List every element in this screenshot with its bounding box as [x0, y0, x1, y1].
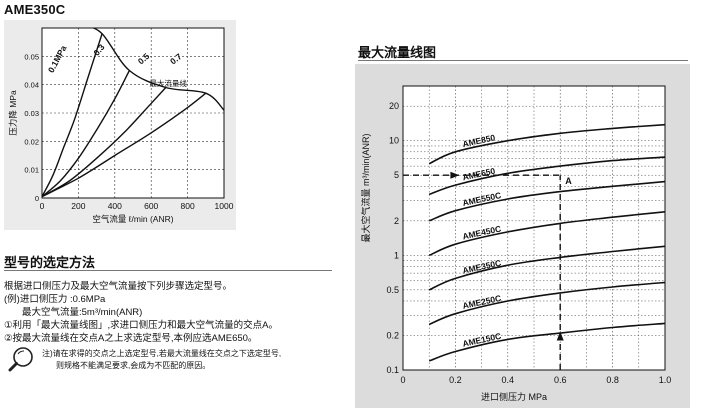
y-tick-label: 20: [389, 101, 399, 111]
selection-line-example-flow: 最大空气流量:5m³/min(ANR): [22, 307, 143, 318]
x-tick-label: 800: [181, 201, 195, 211]
series-line-4: [91, 28, 224, 111]
max-flow-chart: 0 0.2 0.4 0.6 0.8 1.00.10.20.51251020AME850AM…: [355, 64, 690, 408]
x-tick-label: 0.2: [449, 375, 462, 385]
series-line-0: [428, 123, 665, 165]
series-line-4: [428, 245, 665, 291]
series-line-1: [42, 70, 131, 198]
y-tick-label: 0.04: [24, 81, 39, 90]
series-group: [428, 123, 665, 362]
x-tick-label: 200: [71, 201, 85, 211]
y-axis-label: 最大空气流量 m³/min(ANR): [360, 134, 371, 243]
plot-area: [42, 28, 224, 198]
series-line-6: [428, 322, 665, 362]
magnifier-icon: [8, 347, 33, 372]
selection-line-step1: ①利用「最大流量线图」,求进口侧压力和最大空气流量的交点A。: [4, 320, 278, 331]
plot-frame: [402, 85, 666, 371]
intersection-point-label: A: [565, 176, 572, 186]
x-tick-label: 0.4: [502, 375, 515, 385]
selection-method-heading: 型号的选定方法: [4, 255, 96, 270]
series-group: [42, 28, 224, 198]
y-axis-label: 压力降 MPa: [8, 90, 18, 136]
x-tick-label: 0: [400, 375, 405, 385]
x-tick-label: 0.8: [606, 375, 619, 385]
y-tick-label: 0.02: [24, 137, 39, 146]
series-line-0: [42, 33, 103, 197]
series-line-3: [428, 211, 665, 257]
heading-divider: [4, 270, 332, 271]
y-tick-label: 0.01: [24, 166, 39, 175]
x-tick-label: 1.0: [659, 375, 672, 385]
selection-note-2: 则规格不能满足要求,会成为不匹配的原因。: [56, 361, 211, 370]
y-tick-label: 0.1: [386, 365, 399, 375]
selection-line-step2: ②按最大流量线在交点A之上求选定型号,本例应选AME650。: [4, 333, 258, 344]
y-tick-label: 0.05: [24, 52, 39, 61]
selection-note-1: 注)请在求得的交点之上选定型号,若最大流量线在交点之下选定型号,: [42, 349, 282, 358]
y-tick-label: 10: [389, 136, 399, 146]
series-line-2: [428, 180, 665, 222]
x-tick-label: 1000: [215, 201, 234, 211]
series-line-3: [42, 92, 207, 198]
max-flow-chart-heading: 最大流量线图: [358, 45, 437, 60]
selection-line-example-pressure: (例)进口侧压力 :0.6MPa: [4, 294, 106, 305]
y-tick-label: 0: [35, 194, 39, 203]
x-tick-label: 0.6: [554, 375, 567, 385]
x-axis-label: 进口侧压力 MPa: [481, 391, 547, 402]
example-arrow-up: [556, 331, 564, 341]
y-tick-label: 0.2: [386, 330, 399, 340]
x-tick-label: 0: [40, 201, 45, 211]
y-tick-label: 0.03: [24, 109, 39, 118]
y-tick-label: 5: [394, 170, 399, 180]
heading-divider: [358, 60, 688, 61]
y-tick-label: 1: [394, 250, 399, 260]
y-tick-label: 0.5: [386, 285, 399, 295]
chart-title-ame350c: AME350C: [4, 2, 66, 17]
series-line-2: [42, 87, 167, 198]
plot-frame: [41, 27, 225, 199]
max-flow-line-annotation: 最大流量线: [149, 78, 187, 88]
x-axis-label: 空气流量 ℓ/min (ANR): [92, 214, 173, 224]
x-tick-label: 400: [108, 201, 122, 211]
series-line-1: [428, 156, 665, 196]
y-tick-label: 2: [394, 216, 399, 226]
selection-line-intro: 根据进口侧压力及最大空气流量按下列步骤选定型号。: [4, 281, 233, 292]
example-arrow-right: [450, 171, 460, 179]
series-line-5: [428, 281, 665, 326]
x-tick-label: 600: [144, 201, 158, 211]
